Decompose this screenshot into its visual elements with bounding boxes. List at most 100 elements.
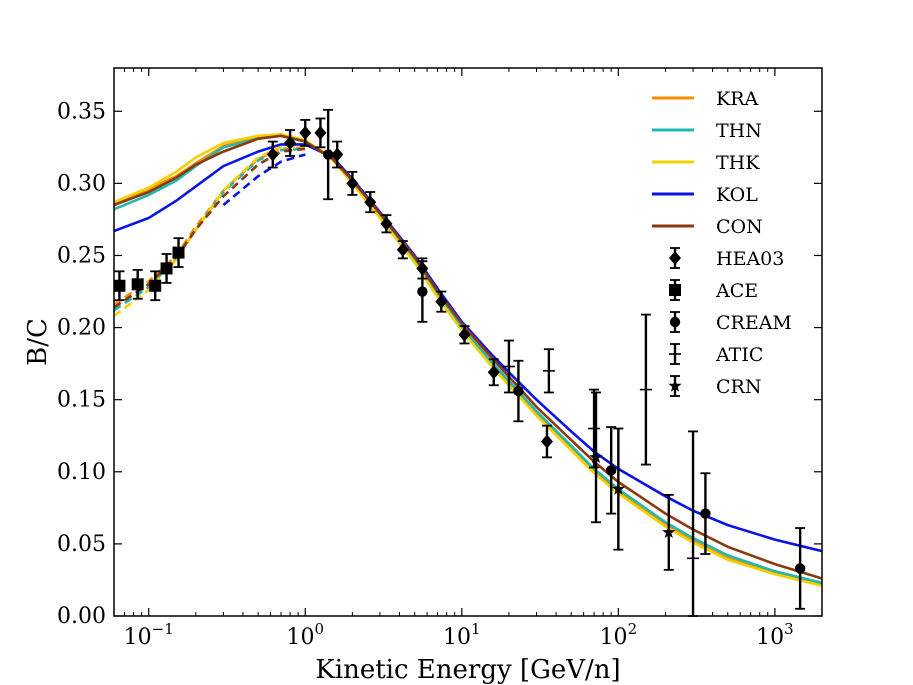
marker-hea03 — [540, 434, 553, 449]
y-tick-label: 0.15 — [57, 388, 106, 413]
y-axis-label: B/C — [23, 318, 53, 366]
point-cream-1 — [417, 260, 428, 323]
point-ace-2 — [149, 270, 162, 302]
y-tick-label: 0.00 — [57, 604, 106, 629]
point-hea03-3 — [314, 117, 327, 149]
point-cream-2 — [513, 359, 524, 423]
data-points — [113, 108, 806, 617]
marker-hea03 — [396, 242, 409, 257]
curve-thk — [114, 132, 822, 587]
curve-dashed-thk — [114, 144, 306, 318]
marker-ace — [160, 262, 173, 275]
y-tick-label: 0.10 — [57, 460, 106, 485]
x-tick-label: 100 — [286, 620, 324, 650]
marker-crn — [611, 482, 625, 495]
legend-item-con: CON — [652, 216, 763, 238]
axis-ticks: 0.00 0.05 0.10 0.15 0.20 0.25 0.30 0.35 10−1 100 1… — [57, 68, 823, 650]
legend-marker-cream — [669, 316, 681, 328]
point-ace-4 — [172, 237, 185, 268]
marker-crn — [589, 450, 603, 463]
point-cream-4 — [700, 472, 711, 555]
legend-marker-crn — [668, 379, 682, 392]
legend-item-thk: THK — [652, 152, 760, 174]
marker-cream — [417, 286, 428, 297]
marker-hea03 — [314, 125, 327, 140]
x-tick-label: 103 — [756, 620, 794, 650]
point-hea03-13 — [540, 424, 553, 459]
y-tick-label: 0.05 — [57, 532, 106, 557]
legend-label-con: CON — [716, 216, 763, 238]
legend: KRA THN THK KOL CON HEA03 ACE CREAM ATIC CRN — [652, 88, 792, 398]
point-hea03-12 — [487, 358, 500, 387]
model-curves — [114, 132, 822, 587]
point-crn-2 — [662, 493, 676, 571]
legend-marker-ace — [669, 284, 681, 296]
legend-label-thk: THK — [716, 152, 760, 174]
point-hea03-6 — [364, 191, 377, 214]
legend-label-atic: ATIC — [715, 344, 763, 366]
point-atic-2 — [588, 388, 601, 469]
legend-item-cream: CREAM — [669, 311, 792, 334]
point-hea03-4 — [331, 140, 344, 169]
marker-hea03 — [266, 147, 279, 162]
point-hea03-10 — [435, 290, 448, 313]
point-hea03-7 — [380, 214, 393, 234]
y-tick-label: 0.30 — [57, 171, 106, 196]
marker-cream — [513, 385, 524, 397]
y-tick-label: 0.35 — [57, 99, 106, 124]
marker-hea03 — [299, 125, 312, 140]
legend-label-kra: KRA — [716, 88, 759, 110]
marker-hea03 — [331, 147, 344, 162]
plot-frame — [113, 67, 823, 617]
marker-cream — [605, 465, 617, 476]
legend-item-thn: THN — [652, 120, 762, 142]
point-ace-1 — [131, 268, 144, 300]
marker-cream — [322, 149, 334, 160]
marker-hea03 — [346, 176, 359, 191]
marker-ace — [172, 246, 185, 259]
marker-cream — [700, 508, 711, 519]
marker-hea03 — [364, 195, 377, 210]
marker-ace — [131, 278, 144, 291]
marker-ace — [149, 279, 162, 292]
x-tick-label: 102 — [600, 620, 638, 650]
x-tick-label: 10−1 — [124, 620, 174, 650]
point-hea03-1 — [284, 129, 297, 157]
legend-item-crn: CRN — [668, 375, 761, 398]
marker-cream — [794, 563, 806, 574]
legend-label-cream: CREAM — [716, 312, 792, 334]
point-atic-3 — [639, 313, 652, 466]
marker-hea03 — [284, 135, 297, 150]
y-tick-label: 0.25 — [57, 243, 106, 268]
curve-kol — [114, 143, 822, 553]
legend-marker-hea03 — [669, 251, 681, 265]
point-cream-5 — [794, 527, 806, 610]
marker-ace — [113, 279, 126, 292]
legend-item-ace: ACE — [669, 279, 758, 302]
legend-item-kra: KRA — [652, 88, 759, 110]
point-crn-0 — [589, 391, 603, 524]
point-cream-3 — [605, 426, 617, 515]
point-atic-4 — [687, 430, 700, 617]
marker-hea03 — [487, 365, 500, 380]
point-hea03-8 — [396, 240, 409, 260]
marker-hea03 — [435, 294, 448, 309]
legend-label-ace: ACE — [715, 280, 758, 302]
legend-label-crn: CRN — [716, 376, 761, 398]
y-tick-label: 0.20 — [57, 316, 106, 341]
curve-dashed-kol — [222, 153, 306, 207]
point-atic-1 — [542, 348, 555, 394]
marker-hea03 — [458, 327, 471, 342]
point-cream-0 — [322, 108, 334, 201]
legend-item-atic: ATIC — [669, 343, 763, 366]
point-hea03-5 — [346, 170, 359, 196]
point-hea03-11 — [458, 325, 471, 345]
marker-crn — [662, 525, 676, 538]
legend-item-hea03: HEA03 — [669, 247, 784, 270]
legend-item-kol: KOL — [652, 184, 758, 206]
point-atic-0 — [502, 339, 515, 394]
x-tick-label: 101 — [443, 620, 481, 650]
point-hea03-2 — [299, 119, 312, 147]
marker-hea03 — [380, 216, 393, 231]
